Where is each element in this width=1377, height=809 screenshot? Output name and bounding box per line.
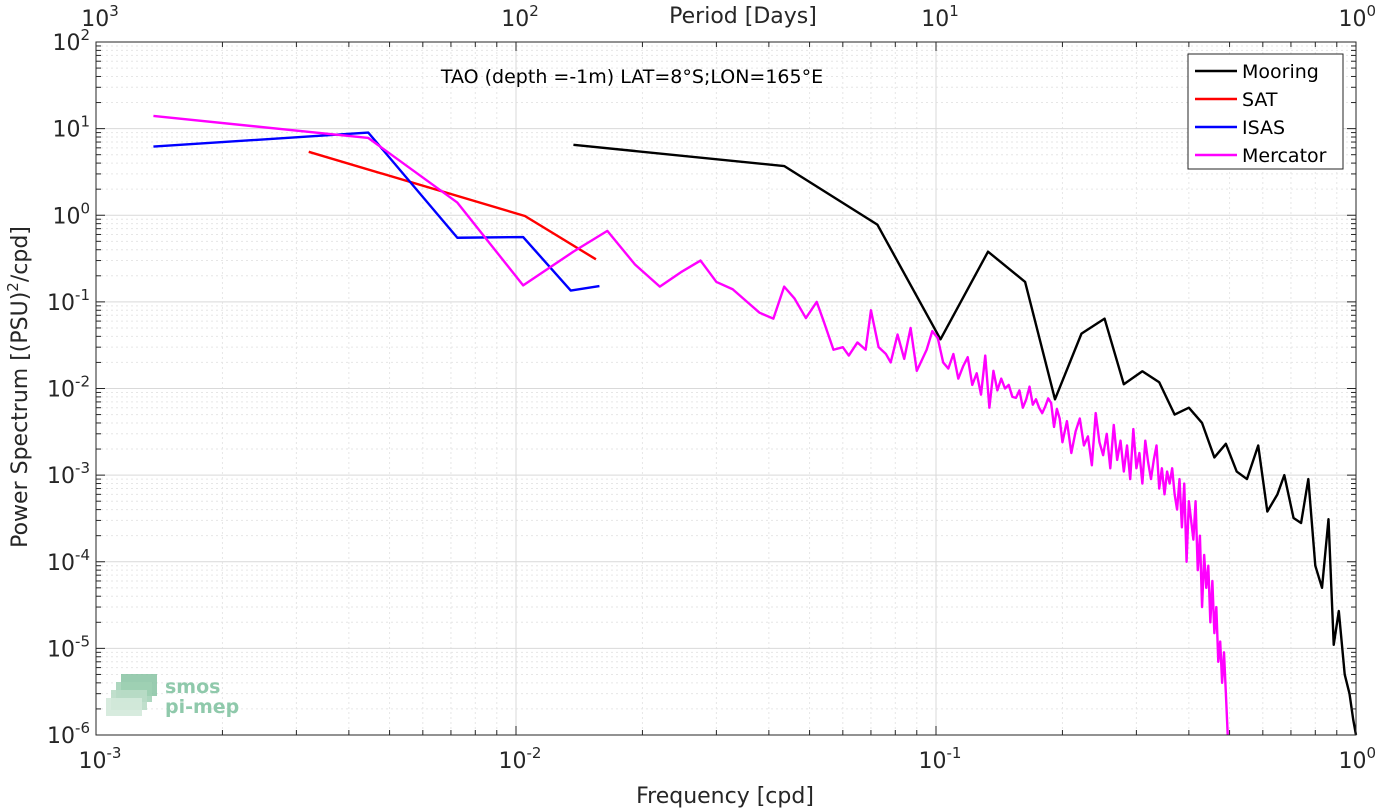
y-tick-label-base: 10 — [47, 291, 75, 316]
top-tick-label-exp: 1 — [949, 2, 959, 20]
top-tick-label-exp: 2 — [529, 2, 539, 20]
legend-label-isas: ISAS — [1242, 117, 1285, 139]
y-tick-label: 101 — [52, 113, 90, 143]
y-tick-label-exp: -6 — [75, 719, 90, 737]
y-tick-label: 10-1 — [47, 286, 90, 316]
y-tick-label-exp: -5 — [75, 632, 90, 650]
y-tick-label-base: 10 — [47, 724, 75, 749]
y-axis-label: Power Spectrum [(PSU)2/cpd] — [4, 226, 33, 548]
logo-graphic — [106, 674, 157, 716]
y-tick-label-exp: 2 — [80, 26, 90, 44]
top-axis-label: Period [Days] — [669, 4, 817, 29]
y-tick-label-exp: -1 — [75, 286, 90, 304]
y-tick-label: 10-5 — [47, 632, 90, 662]
y-tick-label-exp: 0 — [80, 199, 90, 217]
logo-text-pimep: pi-mep — [165, 696, 239, 718]
smos-pimep-logo: smos pi-mep — [106, 674, 239, 718]
top-tick-label-exp: 3 — [109, 2, 119, 20]
y-axis-label-tail: /cpd] — [8, 226, 33, 282]
x-tick-label-exp: -3 — [107, 744, 122, 762]
x-tick-label-base: 10 — [919, 749, 947, 774]
y-tick-label: 10-4 — [47, 546, 90, 576]
chart-title: TAO (depth =-1m) LAT=8°S;LON=165°E — [440, 66, 823, 88]
x-tick-label-base: 10 — [79, 749, 107, 774]
y-tick-label: 10-3 — [47, 459, 90, 489]
top-tick-label-base: 10 — [921, 7, 949, 32]
x-tick-label-base: 10 — [1338, 749, 1366, 774]
top-tick-label: 100 — [1338, 2, 1376, 32]
series-layer — [153, 114, 1358, 736]
x-tick-label: 10-2 — [499, 744, 542, 774]
top-tick-label-base: 10 — [501, 7, 529, 32]
logo-text-smos: smos — [165, 676, 220, 698]
tick-marks — [95, 41, 1357, 736]
y-tick-label-base: 10 — [52, 204, 80, 229]
x-axis-label: Frequency [cpd] — [636, 784, 814, 809]
legend-label-mercator: Mercator — [1242, 145, 1327, 167]
x-tick-label-exp: -2 — [527, 744, 542, 762]
x-tick-label-exp: 0 — [1366, 744, 1376, 762]
y-tick-label-exp: -3 — [75, 459, 90, 477]
y-tick-label: 10-6 — [47, 719, 90, 749]
y-tick-label: 102 — [52, 26, 90, 56]
top-tick-label-base: 10 — [81, 7, 109, 32]
series-line-sat — [308, 150, 597, 261]
y-tick-label-base: 10 — [47, 551, 75, 576]
top-tick-label: 103 — [81, 2, 119, 32]
x-tick-label-base: 10 — [499, 749, 527, 774]
y-tick-label-exp: 1 — [80, 113, 90, 131]
y-tick-label-base: 10 — [47, 637, 75, 662]
legend: Mooring SAT ISAS Mercator — [1187, 53, 1344, 170]
y-tick-label: 10-2 — [47, 373, 90, 403]
x-tick-label: 100 — [1338, 744, 1376, 774]
y-tick-label: 100 — [52, 199, 90, 229]
y-tick-label-base: 10 — [47, 464, 75, 489]
y-axis-label-base: Power Spectrum [(PSU) — [8, 292, 33, 548]
y-tick-label-exp: -2 — [75, 373, 90, 391]
top-tick-label-exp: 0 — [1366, 2, 1376, 20]
series-line-mercator — [153, 114, 1229, 736]
top-tick-label: 101 — [921, 2, 959, 32]
x-tick-label: 10-3 — [79, 744, 122, 774]
legend-label-sat: SAT — [1242, 89, 1278, 111]
y-axis-label-sup: 2 — [4, 282, 22, 292]
legend-label-mooring: Mooring — [1242, 61, 1319, 83]
series-line-mooring — [573, 143, 1358, 736]
y-tick-label-exp: -4 — [75, 546, 90, 564]
y-tick-label-base: 10 — [47, 378, 75, 403]
y-tick-label-base: 10 — [52, 118, 80, 143]
legend-box — [1187, 53, 1344, 170]
top-tick-label: 102 — [501, 2, 539, 32]
x-tick-label: 10-1 — [919, 744, 962, 774]
y-tick-label-base: 10 — [52, 31, 80, 56]
x-tick-label-exp: -1 — [947, 744, 962, 762]
top-tick-label-base: 10 — [1338, 7, 1366, 32]
